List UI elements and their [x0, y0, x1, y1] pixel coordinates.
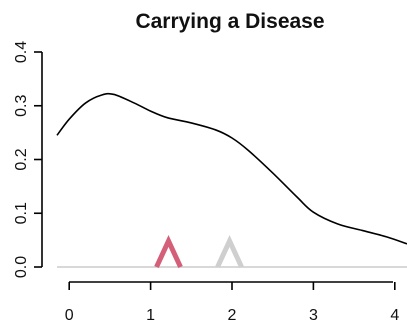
y-tick-label: 0.4: [13, 41, 30, 63]
marker-caret-gray: [215, 235, 244, 269]
y-tick-label: 0.3: [13, 95, 30, 117]
y-tick-label: 0.1: [13, 202, 30, 224]
x-tick-label: 1: [146, 307, 155, 324]
density-curve-line: [56, 92, 407, 245]
x-tick-label: 3: [309, 307, 318, 324]
x-tick-label: 2: [228, 307, 237, 324]
y-tick-label: 0.2: [13, 148, 30, 170]
y-axis-ticks: 0.0 0.1 0.2 0.3 0.4: [13, 41, 42, 278]
y-tick-label: 0.0: [13, 256, 30, 278]
value-markers: [154, 235, 244, 269]
x-tick-label: 0: [65, 307, 74, 324]
x-axis-ticks: 0 1 2 3 4: [65, 282, 399, 324]
x-tick-label: 4: [390, 307, 399, 324]
marker-caret-red: [154, 235, 183, 269]
chart-title: Carrying a Disease: [135, 10, 324, 33]
